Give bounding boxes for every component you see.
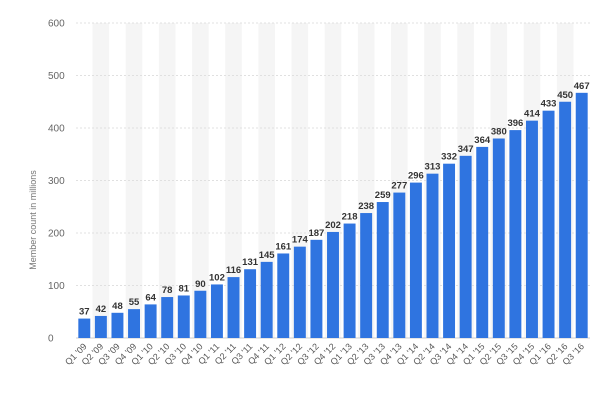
value-label: 364 bbox=[474, 135, 491, 146]
value-label: 55 bbox=[129, 297, 140, 308]
bar bbox=[244, 269, 257, 338]
background-stripe bbox=[258, 23, 275, 338]
bar bbox=[277, 253, 290, 338]
bar bbox=[177, 295, 190, 338]
bar bbox=[327, 231, 339, 338]
value-label: 396 bbox=[507, 118, 523, 129]
bar bbox=[525, 120, 538, 339]
background-stripe bbox=[158, 23, 176, 338]
y-tick-label: 300 bbox=[48, 176, 65, 187]
bar bbox=[509, 130, 522, 338]
bar bbox=[542, 110, 555, 338]
value-label: 433 bbox=[541, 99, 557, 110]
value-label: 414 bbox=[524, 109, 541, 120]
value-label: 218 bbox=[342, 212, 358, 223]
bar bbox=[360, 213, 373, 338]
value-label: 116 bbox=[226, 265, 241, 276]
value-label: 380 bbox=[491, 127, 507, 138]
bar bbox=[194, 290, 207, 338]
value-label: 81 bbox=[178, 283, 189, 294]
bar bbox=[343, 223, 356, 338]
bar bbox=[310, 239, 323, 338]
y-tick-label: 200 bbox=[48, 229, 65, 240]
value-label: 187 bbox=[308, 228, 324, 239]
bar bbox=[559, 101, 572, 338]
bar bbox=[293, 246, 306, 338]
value-label: 467 bbox=[574, 81, 590, 92]
value-labels: 37 42 48 55 64 78 81 90102116131145161174187202… bbox=[79, 81, 590, 318]
bars bbox=[78, 92, 588, 339]
bar bbox=[227, 277, 240, 338]
value-label: 313 bbox=[425, 162, 441, 173]
bar bbox=[161, 297, 174, 338]
y-axis-title: Member count in millions bbox=[28, 170, 38, 270]
value-label: 131 bbox=[242, 257, 259, 268]
value-label: 296 bbox=[408, 171, 424, 182]
bar bbox=[459, 155, 472, 338]
value-label: 277 bbox=[391, 181, 407, 192]
value-label: 161 bbox=[275, 241, 292, 252]
value-label: 102 bbox=[209, 272, 225, 283]
value-label: 174 bbox=[292, 235, 309, 246]
value-label: 332 bbox=[441, 152, 457, 163]
bar bbox=[260, 261, 273, 338]
value-label: 238 bbox=[358, 201, 374, 212]
bar bbox=[409, 182, 422, 338]
bar bbox=[443, 163, 456, 338]
y-tick-label: 0 bbox=[48, 334, 54, 345]
y-tick-label: 600 bbox=[48, 19, 65, 30]
value-label: 78 bbox=[162, 285, 173, 296]
y-tick-label: 500 bbox=[48, 71, 65, 82]
bar bbox=[210, 284, 223, 338]
value-label: 202 bbox=[325, 220, 341, 231]
value-label: 259 bbox=[375, 190, 391, 201]
y-tick-label: 100 bbox=[48, 281, 65, 292]
y-axis-ticks: 0 100 200 300 400 500 600 bbox=[48, 19, 65, 345]
y-tick-label: 400 bbox=[48, 124, 65, 135]
bar bbox=[476, 146, 489, 338]
bar bbox=[111, 312, 124, 338]
value-label: 64 bbox=[145, 292, 156, 303]
bar bbox=[492, 138, 505, 338]
value-label: 90 bbox=[195, 279, 206, 290]
value-label: 450 bbox=[557, 90, 573, 101]
bar bbox=[426, 173, 439, 338]
bar bbox=[144, 304, 157, 338]
bar bbox=[393, 192, 406, 338]
bar bbox=[94, 315, 107, 338]
bar bbox=[128, 309, 141, 338]
bar bbox=[78, 318, 91, 338]
value-label: 48 bbox=[112, 301, 123, 312]
bar bbox=[575, 92, 588, 338]
bar bbox=[376, 202, 389, 338]
value-label: 42 bbox=[96, 304, 107, 315]
value-label: 347 bbox=[458, 144, 474, 155]
value-label: 37 bbox=[79, 307, 90, 318]
background-stripe bbox=[125, 23, 143, 338]
value-label: 145 bbox=[259, 250, 276, 261]
